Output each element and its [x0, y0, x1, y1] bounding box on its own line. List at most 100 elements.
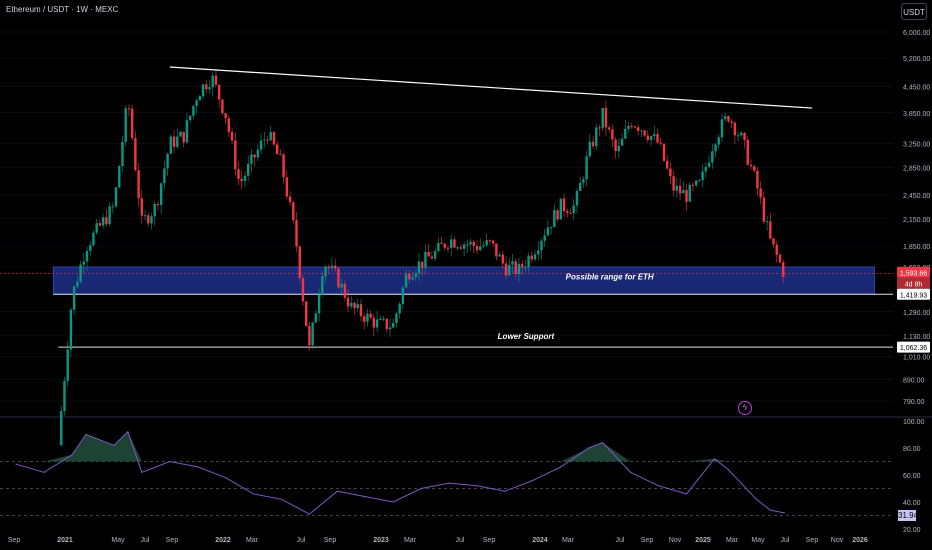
rsi-tick-label: 100.00: [903, 419, 925, 426]
candle-body: [272, 132, 276, 145]
candle-body: [292, 202, 295, 221]
candle-body: [188, 115, 192, 121]
candle-body: [688, 184, 691, 202]
candle-body: [408, 273, 411, 280]
candle-body: [508, 264, 511, 276]
candle-body: [720, 119, 724, 138]
candle-body: [424, 251, 427, 268]
rsi-point: [630, 471, 632, 473]
candle-body: [205, 84, 208, 90]
currency-button[interactable]: USDT: [901, 3, 927, 20]
candle-body: [217, 84, 221, 100]
candle-body: [82, 261, 86, 265]
candle-body: [282, 154, 285, 178]
candle-body: [501, 254, 505, 264]
candle-body: [285, 177, 289, 197]
price-tick-label: 5,200.00: [903, 56, 930, 63]
rsi-value-badge: 31.94: [898, 510, 919, 521]
time-tick-label: Mar: [726, 537, 739, 544]
rsi-point: [280, 498, 283, 500]
candle-body: [662, 143, 666, 161]
time-tick-label: Sep: [166, 537, 179, 544]
lightning-bolt-icon[interactable]: ϟ: [738, 401, 752, 415]
rsi-point: [727, 469, 730, 471]
candle-body: [549, 227, 553, 229]
candle-body: [704, 166, 708, 172]
rsi-point: [713, 458, 716, 460]
time-tick-label: Sep: [806, 537, 819, 544]
time-tick-label: Mar: [404, 537, 417, 544]
candle-body: [514, 261, 517, 275]
candle-body: [150, 216, 153, 224]
rsi-point: [602, 442, 604, 444]
candle-body: [685, 189, 688, 202]
time-tick-label: Sep: [8, 537, 21, 544]
time-tick-label: Nov: [669, 537, 682, 544]
candle-body: [701, 171, 704, 181]
rsi-tick-label: 20.00: [903, 527, 921, 534]
candle-body: [163, 168, 166, 184]
price-tick-label: 4,450.00: [903, 84, 930, 91]
candle-body: [472, 241, 475, 246]
candle-body: [730, 121, 733, 123]
candle-body: [582, 179, 585, 183]
candle-body: [717, 137, 720, 145]
candle-body: [98, 223, 102, 226]
candle-body: [330, 265, 334, 269]
candle-body: [707, 162, 711, 167]
candle-body: [417, 261, 421, 274]
candle-body: [753, 166, 756, 171]
zone-label: Possible range for ETH: [566, 273, 654, 282]
candle-body: [711, 151, 714, 163]
candle-body: [69, 309, 73, 350]
time-tick-label: 2021: [57, 537, 73, 544]
candle-body: [736, 135, 740, 137]
time-tick-label: 2022: [215, 537, 231, 544]
candle-body: [327, 266, 330, 269]
candle-body: [66, 349, 69, 381]
current-price-label-bg: [897, 266, 930, 278]
candle-body: [553, 210, 556, 228]
candle-body: [466, 244, 469, 246]
candle-body: [382, 318, 385, 320]
candle-body: [60, 411, 63, 446]
candle-body: [633, 126, 637, 128]
time-tick-label: Sep: [483, 537, 496, 544]
candle-body: [524, 266, 527, 268]
time-tick-label: May: [751, 537, 765, 544]
candle-body: [414, 273, 417, 278]
candle-body: [234, 140, 237, 170]
rsi-point: [85, 433, 87, 436]
range-bottom-price-label: 1,419.93: [900, 292, 927, 299]
candle-body: [723, 116, 727, 120]
price-tick-label: 2,150.00: [903, 217, 930, 224]
candle-body: [147, 215, 150, 224]
candle-body: [356, 304, 359, 309]
candle-body: [246, 163, 250, 176]
time-tick-label: Sep: [641, 537, 654, 544]
time-tick-label: May: [111, 537, 125, 544]
candle-body: [691, 184, 695, 186]
price-tick-label: 1,290.00: [903, 310, 930, 317]
candle-body: [517, 263, 521, 275]
candle-body: [485, 240, 488, 246]
candle-body: [114, 187, 118, 207]
candle-body: [743, 132, 746, 140]
candle-body: [334, 265, 337, 269]
candle-body: [727, 116, 730, 122]
rsi-point: [71, 454, 73, 456]
candle-body: [301, 278, 305, 302]
candle-body: [275, 144, 279, 155]
rsi-point: [336, 490, 338, 492]
candle-body: [675, 185, 679, 191]
candle-body: [169, 136, 173, 154]
candle-body: [221, 99, 224, 114]
candle-body: [143, 215, 147, 217]
candle-body: [105, 217, 108, 225]
candle-body: [130, 108, 134, 139]
candle-body: [456, 247, 459, 249]
candle-body: [482, 245, 485, 247]
candle-body: [627, 125, 630, 129]
candle-body: [749, 164, 753, 167]
